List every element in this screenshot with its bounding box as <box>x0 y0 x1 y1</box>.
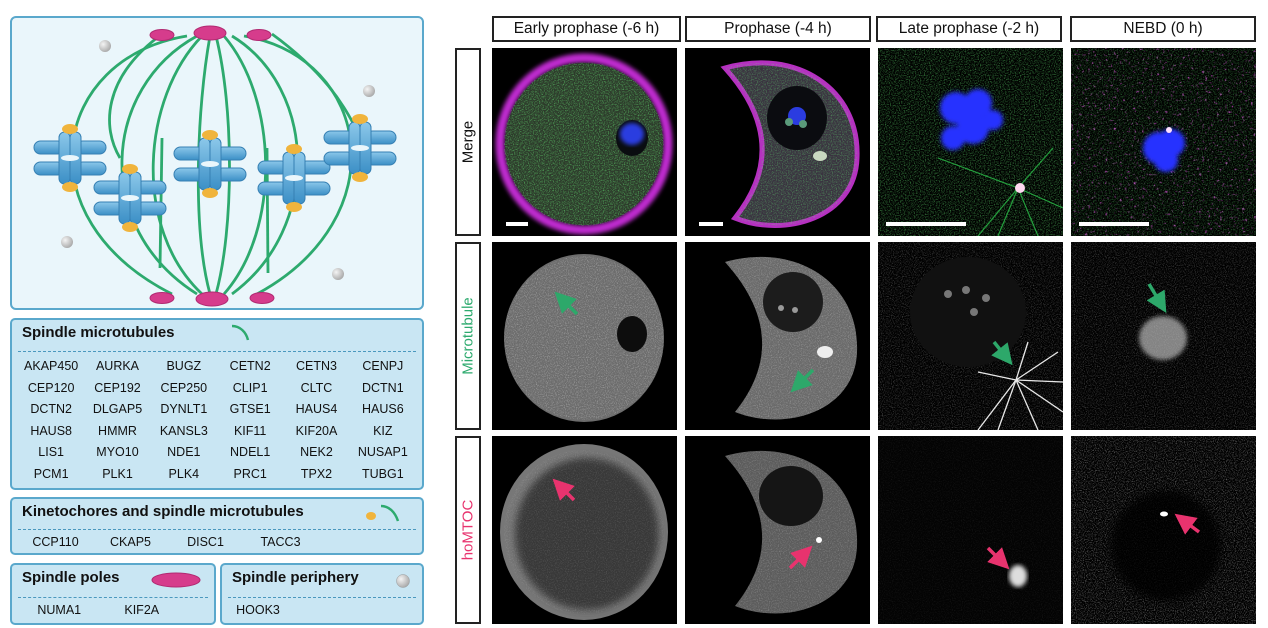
merge-early-prophase-image <box>492 48 677 236</box>
legend-title: Spindle microtubules <box>22 324 175 341</box>
row-label: hoMTOC <box>459 499 477 561</box>
microtubule-early-prophase-image <box>492 242 677 430</box>
gene-name: HOOK3 <box>236 603 280 617</box>
row-label: Microtubule <box>459 297 477 375</box>
legend-title: Spindle periphery <box>232 569 359 586</box>
merge-nebd-image <box>1071 48 1256 236</box>
gene-name: NUSAP1 <box>357 445 408 459</box>
gene-name: CEP192 <box>94 380 141 395</box>
gene-list: AKAP450 AURKA BUGZ CETN2 CETN3 CENPJ CEP120 CEP… <box>18 356 416 485</box>
gene-name: HMMR <box>98 423 137 438</box>
gene-name: DISC1 <box>187 535 224 549</box>
gene-list: CCP110 CKAP5 DISC1 TACC3 <box>18 532 318 554</box>
gene-name: NDEL1 <box>230 445 271 459</box>
gene-name: AKAP450 <box>24 359 79 373</box>
gene-name: TUBG1 <box>361 466 404 481</box>
legend-kinetochores-and-spindle-microtubules: Kinetochores and spindle microtubules CC… <box>10 497 424 555</box>
legend-divider <box>18 597 208 598</box>
gene-name: AURKA <box>95 359 140 373</box>
homtoc-late-prophase-image <box>878 436 1063 624</box>
gene-name: DCTN2 <box>30 402 72 416</box>
row-header-merge: Merge <box>455 48 481 236</box>
gene-name: HAUS8 <box>30 423 72 438</box>
gene-name: BUGZ <box>166 359 202 373</box>
gene-name: KIZ <box>373 423 393 438</box>
row-header-microtubule: Microtubule <box>455 242 481 430</box>
legend-spindle-periphery: Spindle periphery HOOK3 <box>220 563 424 625</box>
gene-name: KIF2A <box>124 603 160 617</box>
gene-name: HAUS6 <box>361 402 404 416</box>
gene-name: CEP250 <box>160 380 208 395</box>
gene-name: CENPJ <box>362 359 404 373</box>
legend-divider <box>228 597 416 598</box>
legend-spindle-microtubules: Spindle microtubules AKAP450 AURKA BUGZ CET… <box>10 318 424 490</box>
gene-name: PRC1 <box>233 466 267 481</box>
gene-name: CETN3 <box>296 359 337 373</box>
gene-name: DLGAP5 <box>92 402 143 416</box>
homtoc-prophase-image <box>685 436 870 624</box>
gene-name: CEP120 <box>27 380 75 395</box>
gene-list: NUMA1 KIF2A <box>18 600 183 622</box>
legend-title: Kinetochores and spindle microtubules <box>22 503 304 520</box>
column-header-early-prophase: Early prophase (-6 h) <box>492 16 681 42</box>
gene-name: KIF11 <box>233 423 267 438</box>
gene-name: CLIP1 <box>232 380 268 395</box>
spindle-diagram <box>10 16 424 310</box>
column-header-prophase: Prophase (-4 h) <box>685 16 871 42</box>
column-header-nebd: NEBD (0 h) <box>1070 16 1256 42</box>
kinetochore-microtubule-icon <box>366 504 400 522</box>
gene-name: CETN2 <box>229 359 271 373</box>
row-header-homtoc: hoMTOC <box>455 436 481 624</box>
gene-name: KANSL3 <box>159 423 208 438</box>
gene-name: NEK2 <box>300 445 333 459</box>
gene-name: PLK4 <box>168 466 200 481</box>
gene-name: NDE1 <box>167 445 201 459</box>
legend-divider <box>18 529 416 530</box>
homtoc-nebd-image <box>1071 436 1256 624</box>
spindle-pole-icon <box>151 572 201 588</box>
gene-name: MYO10 <box>96 445 139 459</box>
gene-name: CKAP5 <box>110 535 151 549</box>
legend-title: Spindle poles <box>22 569 120 586</box>
column-header-late-prophase: Late prophase (-2 h) <box>876 16 1062 42</box>
microtubule-nebd-image <box>1071 242 1256 430</box>
microtubule-late-prophase-image <box>878 242 1063 430</box>
gene-name: DCTN1 <box>361 380 404 395</box>
microtubule-icon <box>231 324 250 341</box>
gene-name: HAUS4 <box>295 402 338 416</box>
row-label: Merge <box>459 120 477 164</box>
gene-name: KIF20A <box>295 423 338 438</box>
legend-divider <box>18 351 416 352</box>
gene-name: LIS1 <box>38 445 65 459</box>
legend-spindle-poles: Spindle poles NUMA1 KIF2A <box>10 563 216 625</box>
gene-name: NUMA1 <box>37 603 82 617</box>
homtoc-early-prophase-image <box>492 436 677 624</box>
merge-prophase-image <box>685 48 870 236</box>
gene-name: CCP110 <box>32 535 79 549</box>
merge-late-prophase-image <box>878 48 1063 236</box>
gene-name: TACC3 <box>260 535 301 549</box>
gene-list: HOOK3 <box>228 600 288 622</box>
gene-name: DYNLT1 <box>160 402 208 416</box>
gene-name: PCM1 <box>33 466 69 481</box>
microtubule-prophase-image <box>685 242 870 430</box>
spindle-illustration <box>33 25 397 307</box>
gene-name: GTSE1 <box>229 402 271 416</box>
gene-name: PLK1 <box>102 466 133 481</box>
periphery-granule-icon <box>396 574 410 588</box>
gene-name: CLTC <box>300 380 333 395</box>
gene-name: TPX2 <box>300 466 333 481</box>
